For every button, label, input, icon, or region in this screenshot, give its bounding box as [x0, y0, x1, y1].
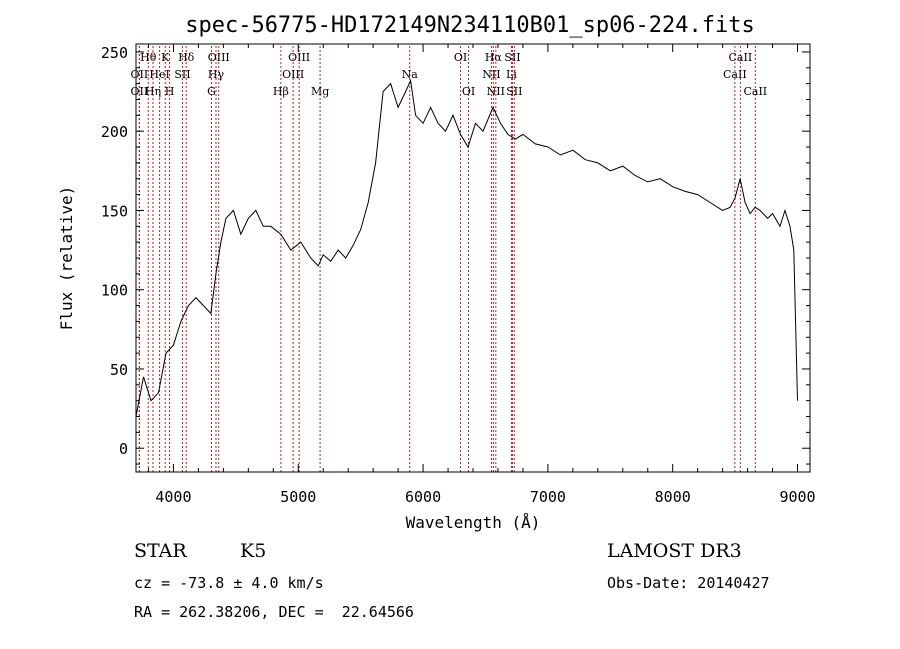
survey-name: LAMOST DR3	[607, 540, 742, 562]
y-tick-label: 200	[101, 123, 128, 141]
spectral-line-label: OIII	[282, 68, 304, 81]
spectral-line-label: Hη	[145, 85, 161, 98]
redshift-info: cz = -73.8 ± 4.0 km/s	[134, 574, 324, 592]
spectral-line-label: G	[207, 85, 216, 98]
y-tick-label: 150	[101, 202, 128, 220]
spectral-line-label: CaII	[723, 68, 747, 81]
x-axis-label: Wavelength (Å)	[406, 513, 541, 532]
spectral-line-markers	[138, 46, 756, 472]
spectral-line-label: OI	[454, 51, 467, 64]
y-axis-ticks: 0 50 100 150 200 250	[101, 44, 810, 465]
spectral-line-label: CaII	[743, 85, 767, 98]
spectral-line-label: Na	[402, 68, 419, 81]
star-subclass: K5	[240, 540, 267, 562]
y-tick-label: 50	[110, 361, 128, 379]
spectral-line-label: OI	[462, 85, 475, 98]
y-tick-label: 250	[101, 44, 128, 62]
spectral-line-label: Mg	[311, 85, 329, 98]
y-axis-label: Flux (relative)	[57, 186, 76, 331]
spectral-line-label: NII	[482, 68, 500, 81]
chart-title: spec-56775-HD172149N234110B01_sp06-224.f…	[185, 13, 755, 38]
spectral-line-label: OII	[131, 85, 149, 98]
x-tick-label: 9000	[779, 488, 815, 506]
spectral-line-label: SII	[506, 85, 522, 98]
spectral-line-label: K	[161, 51, 170, 64]
spectral-line-label: Hβ	[273, 85, 289, 98]
spectral-line-label: Li	[506, 68, 517, 81]
x-tick-label: 5000	[280, 488, 316, 506]
star-class: STAR	[134, 540, 187, 562]
spectral-line-label: CaII	[729, 51, 753, 64]
spectral-line-label: SII	[174, 68, 190, 81]
x-tick-label: 7000	[530, 488, 566, 506]
x-axis-ticks: 4000 5000 6000 7000 8000 9000	[147, 44, 816, 506]
spectral-line-label: H	[165, 85, 175, 98]
spectral-line-label: Hθ	[140, 51, 157, 64]
spectral-line-label: OIII	[208, 51, 230, 64]
y-tick-label: 0	[119, 440, 128, 458]
x-tick-label: 4000	[155, 488, 191, 506]
spectral-line-label: SII	[504, 51, 520, 64]
spectral-line-label: Hγ	[208, 68, 225, 81]
plot-frame	[135, 43, 811, 473]
spectral-line-label: Hδ	[178, 51, 195, 64]
spectral-line-label: OII	[131, 68, 149, 81]
spectral-line-label: HeI	[149, 68, 169, 81]
y-tick-label: 100	[101, 282, 128, 300]
spectrum-line	[135, 78, 798, 417]
x-tick-label: 8000	[655, 488, 691, 506]
spectral-line-label: OIII	[288, 51, 310, 64]
observation-date: Obs-Date: 20140427	[607, 574, 770, 592]
x-tick-label: 6000	[405, 488, 441, 506]
spectral-line-label: Hα	[485, 51, 503, 64]
spectral-line-label: NII	[487, 85, 505, 98]
coordinates-info: RA = 262.38206, DEC = 22.64566	[134, 603, 414, 621]
